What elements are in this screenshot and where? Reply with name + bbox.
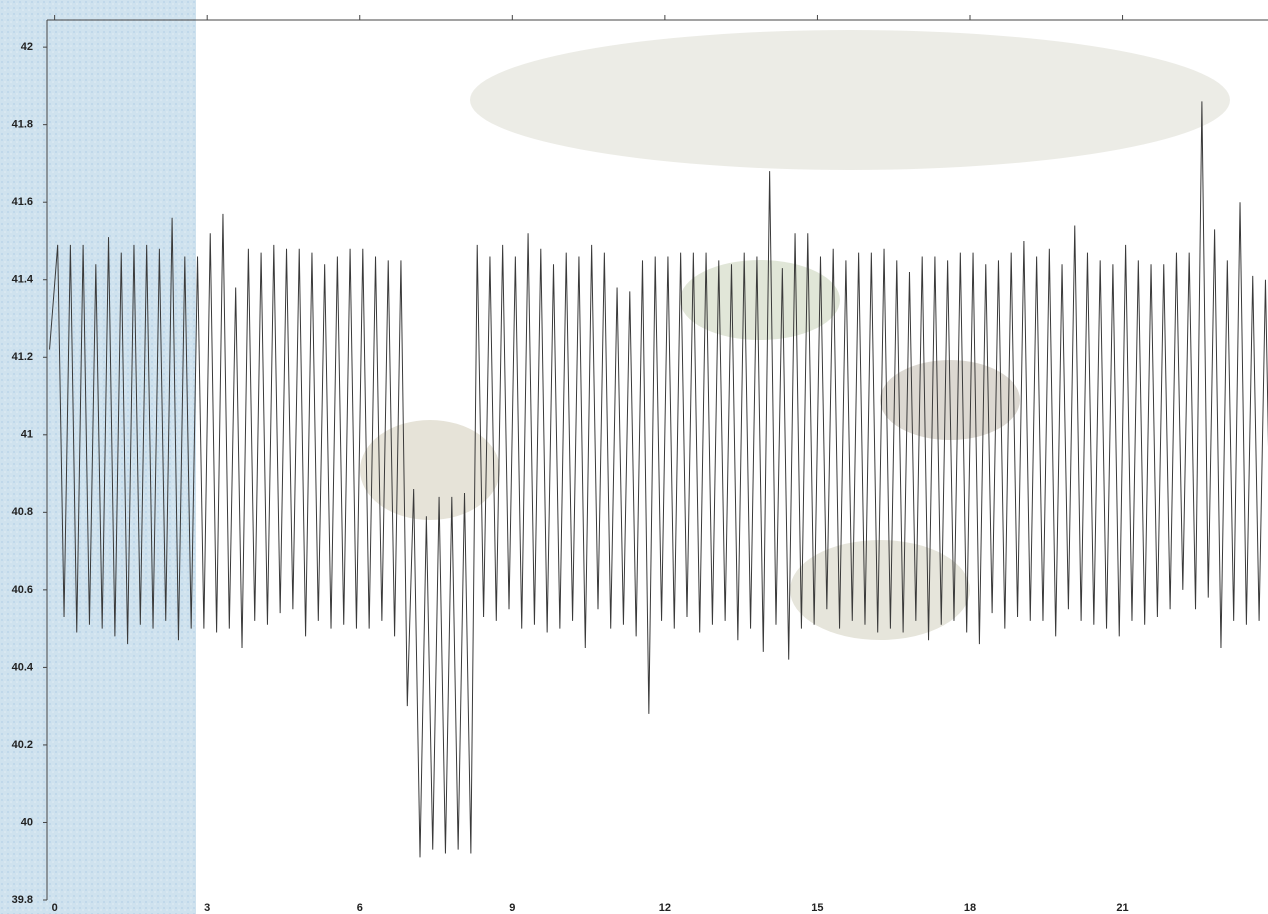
x-tick-label: 0 xyxy=(52,902,58,914)
y-tick-label: 41 xyxy=(21,429,33,441)
y-tick-label: 41.4 xyxy=(12,274,34,286)
y-tick-label: 40.2 xyxy=(12,739,33,751)
x-tick-label: 9 xyxy=(509,902,515,914)
chart: 39.8 40 40.2 40.4 40.6 40.8 41 41.2 41.4 41.6 41.8… xyxy=(0,0,1268,914)
x-tick-label: 12 xyxy=(659,902,671,914)
x-tick-label: 6 xyxy=(357,902,363,914)
x-tick-label: 15 xyxy=(811,902,823,914)
y-tick-label: 41.6 xyxy=(12,196,33,208)
y-tick-label: 40.8 xyxy=(12,506,33,518)
y-tick-label: 40.4 xyxy=(12,661,34,673)
y-tick-label: 41.8 xyxy=(12,119,33,131)
y-tick-label: 42 xyxy=(21,41,33,53)
y-tick-label: 41.2 xyxy=(12,351,33,363)
background-strip xyxy=(0,0,196,914)
signal-line xyxy=(50,101,1268,857)
background-photo xyxy=(360,30,1230,640)
x-tick-label: 3 xyxy=(204,902,210,914)
x-tick-label: 21 xyxy=(1116,902,1128,914)
x-tick-label: 18 xyxy=(964,902,976,914)
y-tick-label: 40.6 xyxy=(12,584,33,596)
y-tick-label: 40 xyxy=(21,816,33,828)
y-tick-label: 39.8 xyxy=(12,894,33,906)
